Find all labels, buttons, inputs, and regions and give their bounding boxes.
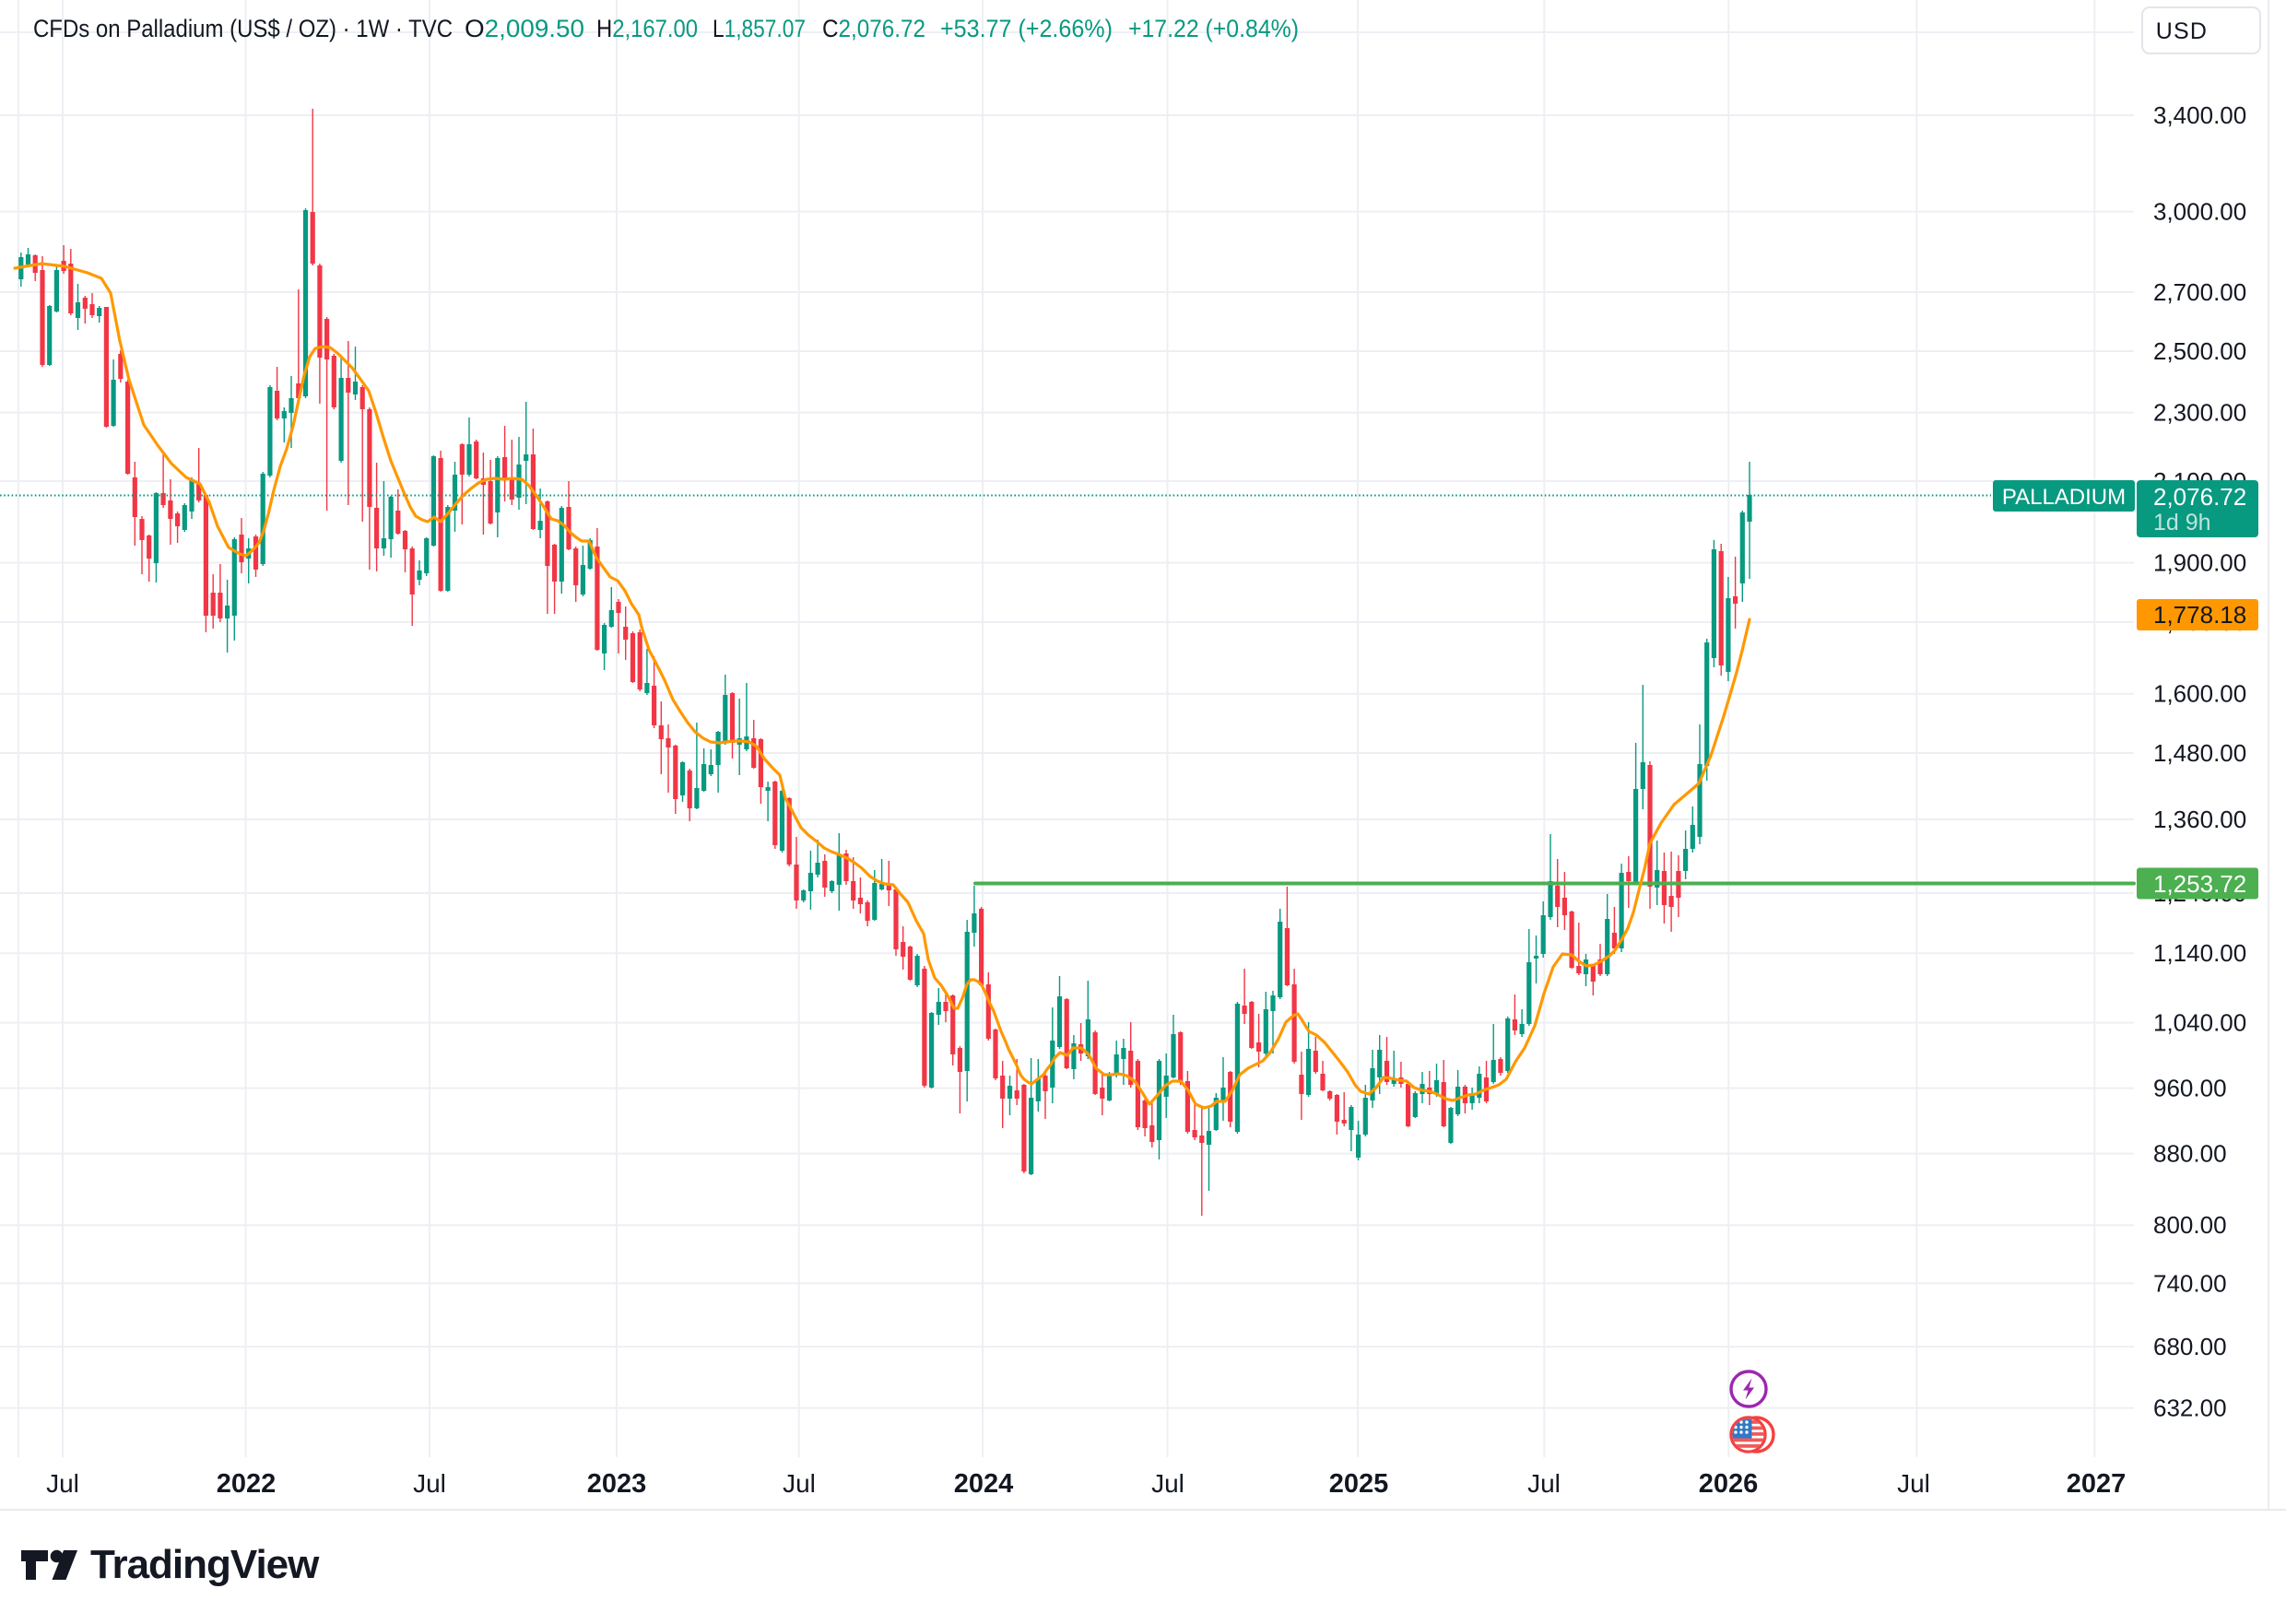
svg-text:880.00: 880.00 <box>2153 1140 2227 1168</box>
svg-text:C2,076.72: C2,076.72 <box>822 15 925 42</box>
svg-text:Jul: Jul <box>1527 1469 1561 1498</box>
svg-text:CFDs on Palladium (US$ / OZ) ·: CFDs on Palladium (US$ / OZ) · 1W · TVC <box>33 15 453 42</box>
svg-text:3,400.00: 3,400.00 <box>2153 101 2246 129</box>
svg-text:2024: 2024 <box>954 1469 1014 1499</box>
svg-text:2,300.00: 2,300.00 <box>2153 399 2246 427</box>
svg-text:+53.77 (+2.66%): +53.77 (+2.66%) <box>940 15 1113 42</box>
svg-text:680.00: 680.00 <box>2153 1333 2227 1360</box>
svg-text:Jul: Jul <box>1151 1469 1184 1498</box>
svg-text:2027: 2027 <box>2067 1469 2127 1499</box>
svg-text:Jul: Jul <box>1897 1469 1930 1498</box>
svg-text:960.00: 960.00 <box>2153 1075 2227 1102</box>
svg-text:Jul: Jul <box>46 1469 79 1498</box>
svg-text:2025: 2025 <box>1329 1469 1389 1499</box>
svg-text:3,000.00: 3,000.00 <box>2153 198 2246 226</box>
svg-text:1,140.00: 1,140.00 <box>2153 939 2246 967</box>
svg-text:1,900.00: 1,900.00 <box>2153 549 2246 577</box>
svg-text:1,040.00: 1,040.00 <box>2153 1009 2246 1037</box>
svg-text:L1,857.07: L1,857.07 <box>713 15 806 42</box>
svg-text:740.00: 740.00 <box>2153 1269 2227 1297</box>
svg-text:2023: 2023 <box>587 1469 647 1499</box>
svg-text:USD: USD <box>2156 18 2208 44</box>
svg-text:H2,167.00: H2,167.00 <box>596 15 698 42</box>
svg-text:1,253.72: 1,253.72 <box>2153 870 2246 898</box>
svg-text:2,500.00: 2,500.00 <box>2153 337 2246 365</box>
svg-text:1,480.00: 1,480.00 <box>2153 739 2246 767</box>
svg-text:1,778.18: 1,778.18 <box>2153 601 2246 629</box>
svg-text:+17.22 (+0.84%): +17.22 (+0.84%) <box>1128 15 1299 42</box>
svg-text:TradingView: TradingView <box>90 1542 320 1587</box>
svg-text:632.00: 632.00 <box>2153 1395 2227 1422</box>
svg-text:O2,009.50: O2,009.50 <box>465 15 584 42</box>
svg-text:1,600.00: 1,600.00 <box>2153 680 2246 708</box>
svg-text:2026: 2026 <box>1699 1469 1759 1499</box>
svg-text:PALLADIUM: PALLADIUM <box>2002 485 2126 510</box>
svg-text:2,076.72: 2,076.72 <box>2153 483 2246 511</box>
svg-text:2,700.00: 2,700.00 <box>2153 278 2246 306</box>
svg-text:800.00: 800.00 <box>2153 1211 2227 1239</box>
svg-text:Jul: Jul <box>413 1469 446 1498</box>
svg-text:Jul: Jul <box>783 1469 816 1498</box>
svg-text:2022: 2022 <box>217 1469 277 1499</box>
svg-text:1d 9h: 1d 9h <box>2153 510 2211 535</box>
svg-text:1,360.00: 1,360.00 <box>2153 806 2246 833</box>
